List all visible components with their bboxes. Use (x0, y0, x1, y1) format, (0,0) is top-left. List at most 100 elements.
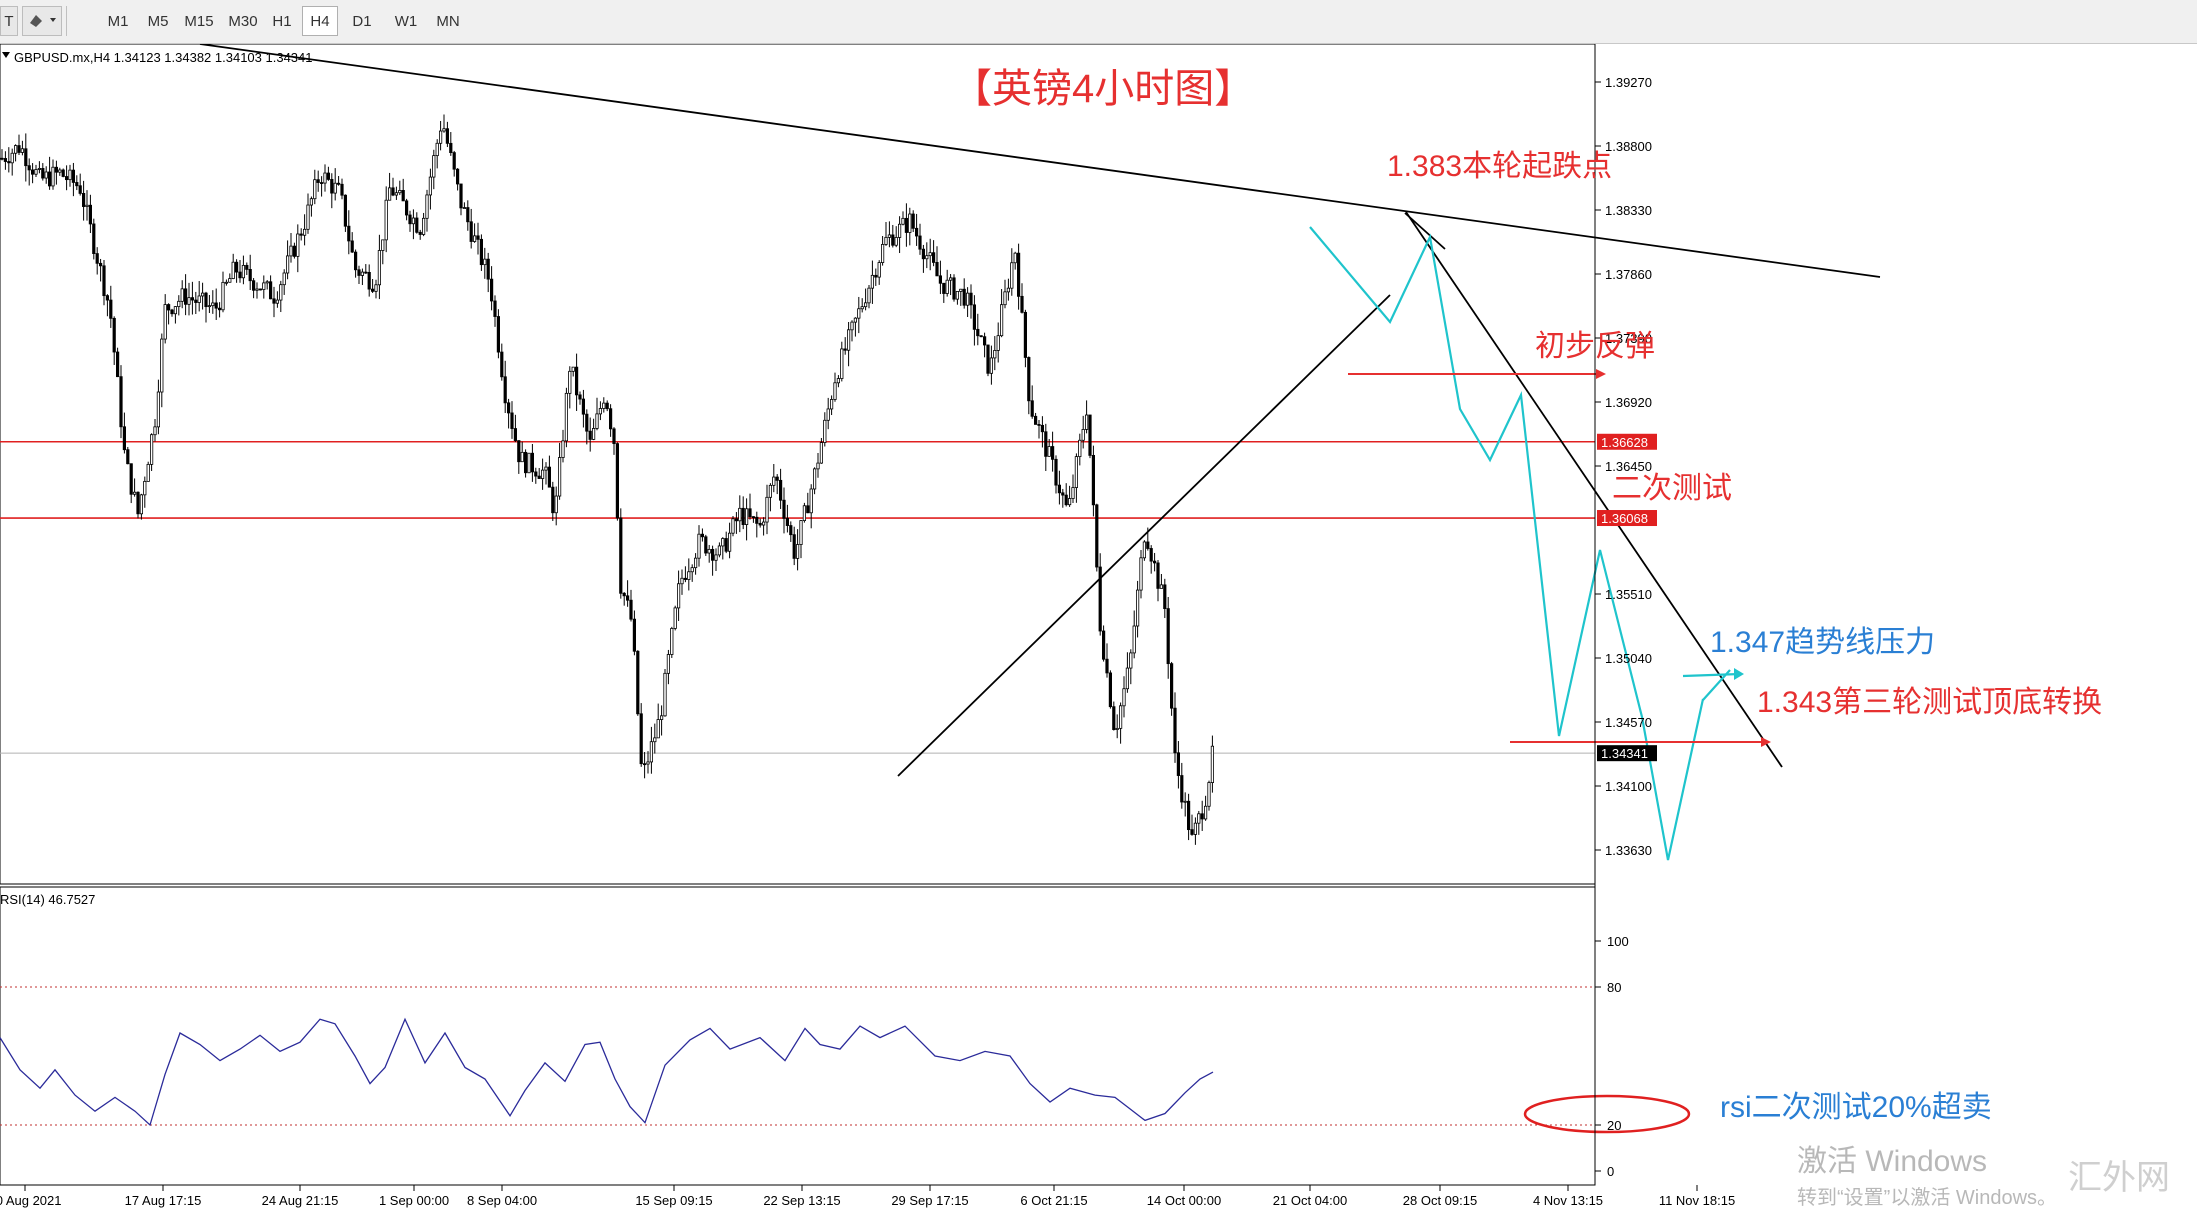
candle-body (190, 297, 194, 301)
candle-body (976, 328, 980, 337)
candle-body (143, 481, 147, 496)
price-tick-label: 1.36920 (1605, 395, 1652, 410)
timeframe-d1-button[interactable]: D1 (352, 13, 372, 30)
candle-body (466, 207, 470, 223)
candle-body (1176, 752, 1180, 776)
candle-body (762, 521, 766, 526)
timeframe-w1-button[interactable]: W1 (394, 13, 418, 30)
candle-body (75, 182, 79, 187)
candle-body (292, 245, 297, 257)
candle-body (850, 321, 854, 331)
candle-body (316, 179, 320, 183)
candle-body (928, 252, 932, 257)
candle-body (489, 278, 494, 302)
candle-body (1013, 252, 1017, 264)
candle-body (673, 607, 677, 629)
candle-body (666, 654, 671, 674)
timeframe-h1-button[interactable]: H1 (272, 13, 292, 30)
candle-body (1091, 454, 1095, 506)
candle-body (126, 449, 130, 465)
candle-body (272, 298, 276, 304)
candle-body (680, 577, 684, 585)
candle-body (1156, 562, 1160, 589)
candle-body (714, 554, 718, 561)
candle-body (268, 281, 273, 300)
candle-body (27, 165, 31, 171)
timeframe-h4-button[interactable]: H4 (302, 6, 338, 36)
annotation-third-test: 1.343第三轮测试顶底转换 (1757, 686, 2102, 719)
candle-body (1163, 584, 1167, 610)
candle-body (194, 299, 198, 303)
price-marker-label-bg (1597, 510, 1657, 527)
candle-body (649, 741, 654, 763)
candle-body (99, 262, 103, 267)
timeframe-m1-button[interactable]: M1 (107, 13, 129, 30)
toolbar-separator (66, 6, 67, 36)
date-tick-label: 29 Sep 17:15 (891, 1193, 968, 1208)
candle-body (524, 451, 528, 474)
date-tick-label: 21 Oct 04:00 (1273, 1193, 1347, 1208)
candle-body (602, 402, 606, 409)
candle-body (37, 168, 42, 170)
candle-body (296, 233, 300, 257)
candle-body (377, 250, 382, 286)
candle-body (816, 462, 820, 470)
chart-title: 【英镑4小时图】 (952, 67, 1254, 111)
candle-body (78, 185, 82, 194)
annotation-start-point: 1.383本轮起跌点 (1387, 150, 1612, 183)
candle-body (122, 426, 126, 451)
candle-body (860, 306, 864, 310)
candle-body (1119, 705, 1123, 729)
candle-body (1068, 498, 1072, 506)
candle-body (1142, 541, 1146, 559)
rsi-tick-label: 80 (1607, 980, 1621, 995)
candle-body (561, 440, 565, 458)
candle-body (401, 190, 405, 202)
candle-body (1210, 745, 1214, 783)
candle-body (660, 715, 664, 720)
candle-body (962, 288, 966, 306)
candle-body (653, 737, 657, 743)
candle-body (44, 171, 48, 179)
text-tool-icon[interactable]: T (0, 6, 18, 36)
timeframe-m5-button[interactable]: M5 (147, 13, 169, 30)
candle-body (1153, 560, 1157, 564)
annotation-trendline-pressure: 1.347趋势线压力 (1710, 626, 1935, 659)
timeframe-mn-button[interactable]: MN (436, 13, 460, 30)
candle-body (925, 255, 929, 260)
candle-body (24, 148, 28, 167)
candle-body (231, 261, 235, 279)
candle-body (139, 494, 143, 515)
candle-body (1149, 548, 1153, 562)
shapes-tool-icon[interactable] (22, 6, 62, 36)
candle-body (911, 213, 915, 229)
candle-body (411, 217, 416, 225)
candle-body (238, 271, 242, 279)
candle-body (1061, 492, 1065, 496)
candle-body (160, 338, 164, 393)
candle-body (421, 217, 426, 235)
trend-line (199, 44, 1881, 278)
chart-area[interactable]: GBPUSD.mx,H4 1.34123 1.34382 1.34103 1.3… (0, 44, 2197, 1210)
candle-body (551, 486, 555, 514)
date-tick-label: 24 Aug 21:15 (262, 1193, 339, 1208)
date-tick-label: 11 Nov 18:15 (1659, 1193, 1735, 1208)
candle-body (1047, 446, 1051, 457)
rsi-tick-label: 20 (1607, 1118, 1621, 1133)
candle-body (867, 287, 871, 304)
date-tick-label: 10 Aug 2021 (0, 1193, 62, 1208)
candle-body (983, 336, 987, 346)
timeframe-m30-button[interactable]: M30 (228, 13, 258, 30)
candle-body (779, 479, 783, 501)
timeframe-m15-button[interactable]: M15 (184, 13, 214, 30)
candle-body (690, 567, 694, 573)
candle-body (547, 466, 552, 488)
candle-body (13, 145, 18, 154)
candle-body (503, 376, 507, 404)
candle-body (313, 179, 317, 200)
candle-body (554, 495, 558, 514)
candle-body (738, 507, 742, 522)
candle-body (289, 245, 293, 257)
candle-body (959, 288, 963, 292)
candle-body (704, 536, 708, 554)
